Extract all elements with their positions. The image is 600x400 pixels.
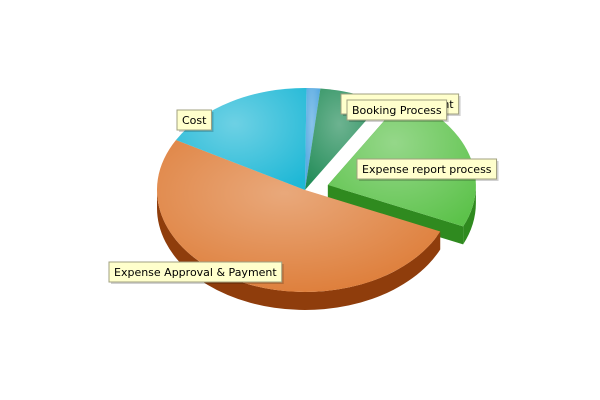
slice-highlight-policy-management xyxy=(305,88,321,190)
data-label-text: Booking Process xyxy=(352,104,442,117)
data-label-box xyxy=(108,261,283,283)
slice-policy-management[interactable] xyxy=(305,88,321,190)
data-label-box xyxy=(346,99,448,121)
data-label-expense-report-process: Expense report process xyxy=(356,158,499,181)
data-label-text: Expense report process xyxy=(362,163,492,176)
pie-slices xyxy=(156,88,476,293)
data-label-box xyxy=(356,158,498,180)
slice-expense-approval-and-payment[interactable] xyxy=(156,139,441,293)
pie-labels: Policy ManagementBooking ProcessExpense … xyxy=(108,93,499,284)
data-label-cost: Cost xyxy=(176,109,214,132)
slice-highlight-expense-approval-and-payment xyxy=(156,139,441,293)
data-label-expense-approval-and-payment: Expense Approval & Payment xyxy=(108,261,284,284)
data-label-text: Expense Approval & Payment xyxy=(114,266,277,279)
data-label-box xyxy=(176,109,212,131)
data-label-booking-process: Booking Process xyxy=(346,99,449,122)
slice-side-expense-report-process xyxy=(463,184,476,245)
data-label-text: Cost xyxy=(182,114,207,127)
